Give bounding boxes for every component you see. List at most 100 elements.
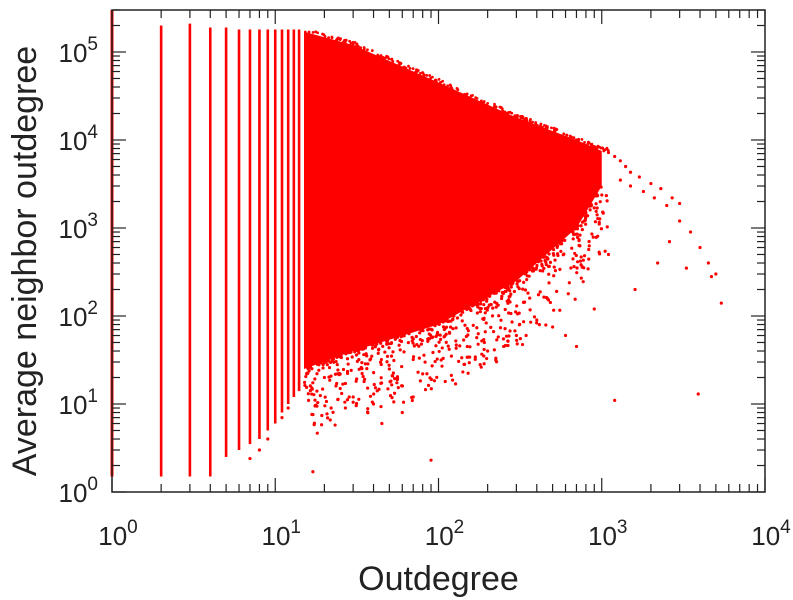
fringe-point xyxy=(525,270,529,274)
fringe-point xyxy=(353,350,357,354)
x-tick-label-exponent: 1 xyxy=(290,517,301,538)
fringe-point xyxy=(495,338,499,342)
upper-fringe-point xyxy=(303,30,307,34)
fringe-point xyxy=(482,303,486,307)
fringe-point xyxy=(555,245,559,250)
fringe-point xyxy=(603,249,607,253)
fringe-point xyxy=(451,378,455,382)
fringe-point xyxy=(308,389,312,393)
fringe-point xyxy=(335,355,339,359)
fringe-point xyxy=(455,316,460,320)
fringe-point xyxy=(359,365,363,370)
fringe-point xyxy=(542,266,546,270)
upper-fringe-point xyxy=(481,101,485,105)
fringe-point xyxy=(376,348,381,352)
outlier-point xyxy=(266,437,270,441)
fringe-point xyxy=(466,306,471,310)
fringe-point xyxy=(536,293,541,297)
fringe-point xyxy=(360,371,364,376)
upper-fringe-point xyxy=(586,142,590,146)
upper-fringe-point xyxy=(307,30,311,34)
upper-fringe-point xyxy=(592,144,596,148)
upper-fringe-point xyxy=(366,48,369,52)
fringe-point xyxy=(447,347,451,351)
fringe-point xyxy=(509,292,513,296)
fringe-point xyxy=(459,313,463,317)
fringe-point xyxy=(579,263,583,267)
fringe-point xyxy=(496,335,500,339)
fringe-point xyxy=(541,255,546,259)
fringe-point xyxy=(584,210,588,215)
upper-fringe-point xyxy=(370,49,374,52)
fringe-point xyxy=(386,387,390,391)
tail-point xyxy=(688,230,693,234)
fringe-point xyxy=(580,228,584,232)
fringe-point xyxy=(429,377,434,382)
x-tick-label: 101 xyxy=(262,517,302,551)
fringe-point xyxy=(538,290,542,294)
fringe-point xyxy=(406,341,410,345)
tail-point xyxy=(613,398,617,402)
y-tick-label-exponent: 2 xyxy=(87,298,98,319)
fringe-point xyxy=(421,329,425,333)
fringe-point xyxy=(523,288,528,292)
fringe-point xyxy=(518,322,522,326)
fringe-point xyxy=(411,357,415,362)
upper-fringe-point xyxy=(379,54,383,57)
fringe-point xyxy=(482,347,486,352)
upper-fringe-point xyxy=(539,124,542,127)
x-tick-label-exponent: 0 xyxy=(127,517,138,538)
upper-fringe-point xyxy=(414,70,417,74)
fringe-point xyxy=(400,364,404,369)
upper-fringe-point xyxy=(589,143,593,146)
fringe-point xyxy=(570,246,574,250)
y-tick-label-base: 10 xyxy=(59,126,88,156)
fringe-point xyxy=(341,367,346,372)
fringe-point xyxy=(387,363,391,367)
fringe-point xyxy=(441,320,445,324)
outlier-point xyxy=(449,354,454,358)
fringe-point xyxy=(552,253,556,257)
fringe-point xyxy=(440,364,444,368)
upper-fringe-point xyxy=(359,46,363,50)
fringe-point xyxy=(558,308,562,312)
fringe-point xyxy=(497,314,501,318)
upper-fringe-point xyxy=(336,36,340,40)
fringe-point xyxy=(590,232,594,236)
fringe-point xyxy=(319,423,324,427)
fringe-point xyxy=(552,308,556,312)
fringe-point xyxy=(431,335,435,339)
fringe-point xyxy=(547,264,551,268)
fringe-point xyxy=(600,193,604,197)
y-tick-label: 103 xyxy=(59,210,99,244)
outlier-point xyxy=(306,398,311,402)
fringe-point xyxy=(475,311,479,315)
fringe-point xyxy=(393,376,397,381)
upper-fringe-point xyxy=(351,43,355,47)
fringe-point xyxy=(571,229,575,233)
fringe-point xyxy=(540,264,544,268)
y-tick-label-exponent: 3 xyxy=(87,210,98,231)
fringe-point xyxy=(303,380,307,384)
fringe-point xyxy=(336,368,340,372)
fringe-point xyxy=(556,253,560,258)
fringe-point xyxy=(460,319,464,323)
fringe-point xyxy=(327,366,332,370)
upper-fringe-point xyxy=(605,146,609,150)
fringe-point xyxy=(605,225,609,229)
y-tick-label: 101 xyxy=(59,386,99,420)
upper-fringe-point xyxy=(334,39,338,42)
fringe-point xyxy=(341,382,345,386)
fringe-point xyxy=(504,334,509,338)
fringe-point xyxy=(494,291,498,295)
fringe-point xyxy=(530,265,534,269)
upper-fringe-point xyxy=(540,125,544,129)
fringe-point xyxy=(580,265,584,269)
fringe-point xyxy=(575,271,579,275)
fringe-point xyxy=(596,216,600,221)
fringe-point xyxy=(544,323,548,327)
fringe-point xyxy=(427,332,431,336)
outlier-point xyxy=(257,448,262,452)
fringe-point xyxy=(422,353,426,357)
fringe-point xyxy=(407,332,411,336)
